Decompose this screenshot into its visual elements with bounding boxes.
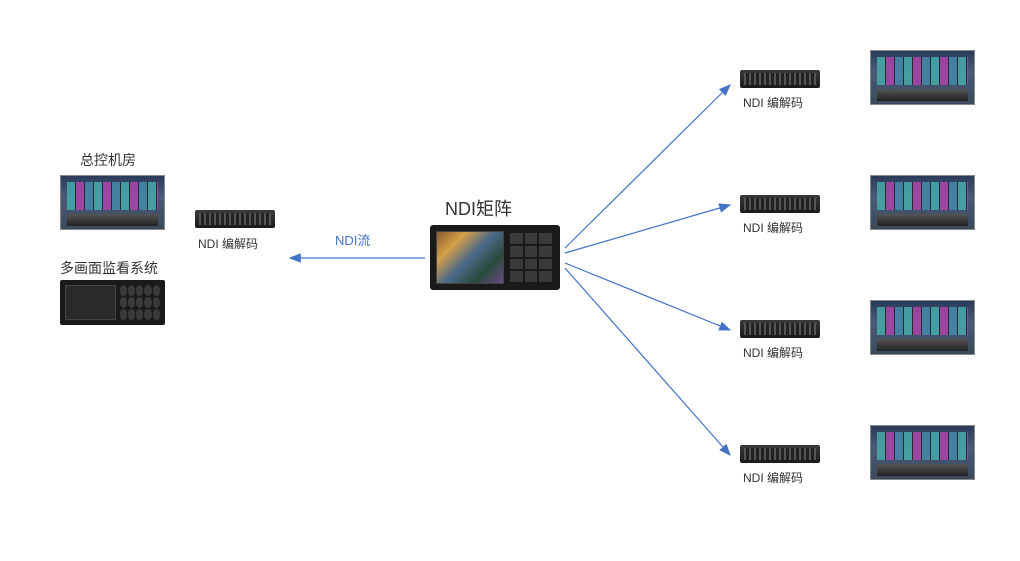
right-encoder-label: NDI 编解码 (743, 469, 803, 486)
ndi-flow-label: NDI流 (335, 230, 370, 249)
connection-arrow (565, 85, 730, 248)
right-encoder-device (740, 445, 820, 463)
connection-arrow (565, 268, 730, 455)
connection-arrow (565, 205, 730, 253)
right-encoder-label: NDI 编解码 (743, 219, 803, 236)
multiview-device (60, 280, 165, 325)
ndi-matrix-device (430, 225, 560, 290)
multiview-label: 多画面监看系统 (60, 258, 158, 278)
right-control-room-image (870, 175, 975, 230)
right-encoder-device (740, 320, 820, 338)
right-encoder-label: NDI 编解码 (743, 94, 803, 111)
left-encoder-device (195, 210, 275, 228)
right-encoder-device (740, 70, 820, 88)
connection-arrow (565, 263, 730, 330)
right-control-room-image (870, 50, 975, 105)
control-room-image (60, 175, 165, 230)
right-control-room-image (870, 425, 975, 480)
control-room-label: 总控机房 (80, 150, 136, 170)
right-control-room-image (870, 300, 975, 355)
matrix-title: NDI矩阵 (445, 195, 512, 221)
right-encoder-label: NDI 编解码 (743, 344, 803, 361)
left-encoder-label: NDI 编解码 (198, 235, 258, 252)
right-encoder-device (740, 195, 820, 213)
